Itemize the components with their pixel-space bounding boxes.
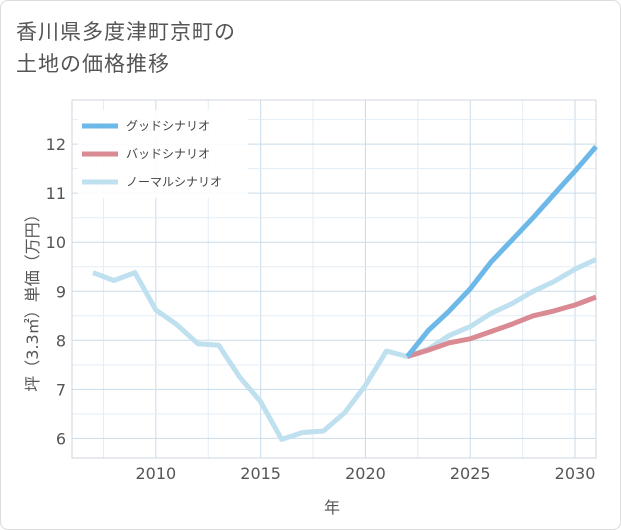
x-axis-ticks: 2010 2015 2020 2025 2030 [135,464,595,483]
plot-frame [71,99,597,459]
y-tick-label: 12 [46,135,66,154]
x-tick-label: 2025 [450,464,491,483]
y-axis-label: 坪（3.3㎡）単価（万円） [23,206,42,391]
legend-label: グッドシナリオ [126,119,210,133]
y-tick-label: 10 [46,233,66,252]
legend-label: ノーマルシナリオ [126,175,222,189]
x-tick-label: 2020 [345,464,386,483]
y-axis-ticks: 6 7 8 9 10 11 12 [46,135,66,448]
series-lines [92,144,598,442]
y-tick-label: 9 [56,282,66,301]
series-line-0 [405,144,598,359]
y-tick-label: 11 [46,184,66,203]
x-tick-label: 2030 [555,464,596,483]
y-tick-label: 8 [56,331,66,350]
series-line-1 [406,294,597,359]
title-line-1: 香川県多度津町京町の [16,20,236,44]
x-tick-label: 2010 [135,464,176,483]
y-tick-label: 7 [56,380,66,399]
x-axis-label: 年 [324,498,340,517]
chart-title: 香川県多度津町京町の 土地の価格推移 [16,16,236,80]
series-line-2 [92,257,598,442]
y-tick-label: 6 [56,429,66,448]
x-tick-label: 2015 [240,464,281,483]
title-line-2: 土地の価格推移 [16,52,170,76]
legend-label: バッドシナリオ [126,147,210,161]
